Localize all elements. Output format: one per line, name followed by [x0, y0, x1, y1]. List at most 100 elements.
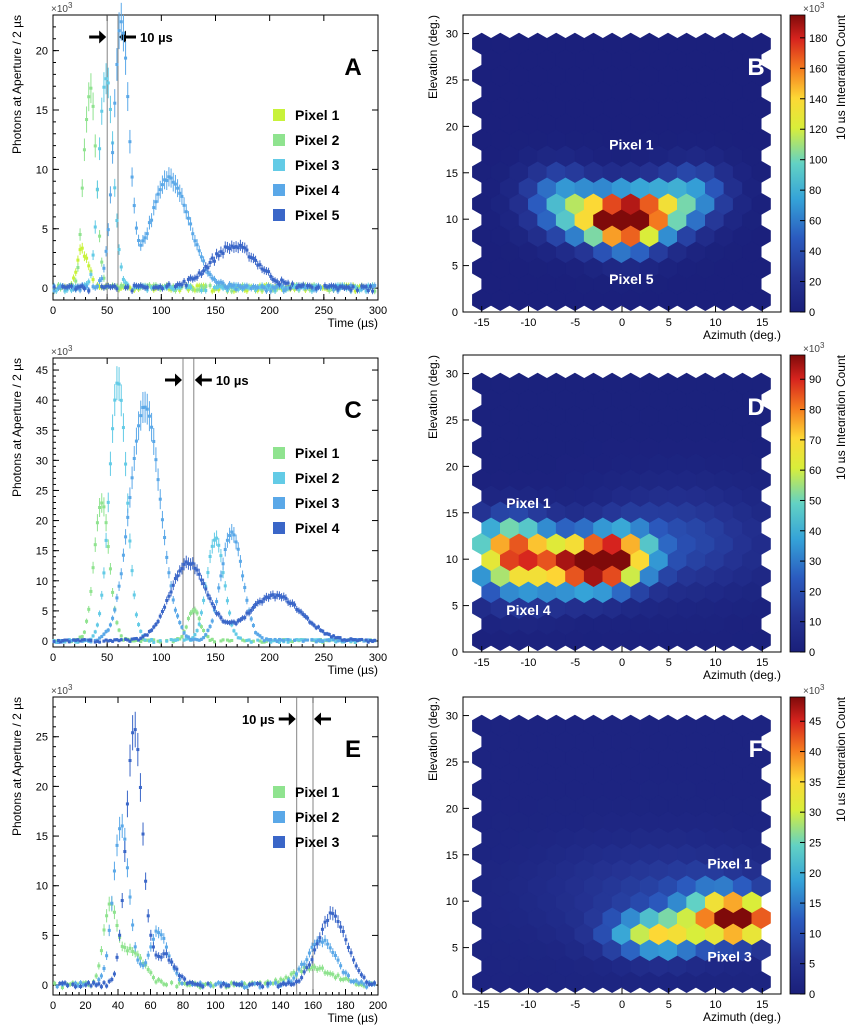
- data-point: [189, 276, 193, 280]
- data-point: [357, 981, 361, 985]
- data-point: [71, 982, 75, 986]
- data-point: [154, 285, 158, 289]
- data-point: [312, 623, 316, 627]
- data-point: [349, 951, 353, 955]
- data-point: [97, 982, 101, 986]
- series-pixel-5: [52, 239, 375, 295]
- data-point: [336, 920, 340, 924]
- data-point: [139, 243, 143, 247]
- data-point: [95, 284, 99, 288]
- data-point: [107, 928, 111, 932]
- data-point: [297, 967, 301, 971]
- data-point: [115, 955, 119, 959]
- y-tick-label: 25: [36, 485, 48, 497]
- data-point: [236, 619, 240, 623]
- data-point: [313, 965, 317, 969]
- data-point: [286, 638, 290, 642]
- data-point: [85, 285, 89, 289]
- data-point: [59, 285, 63, 289]
- data-point: [371, 639, 375, 643]
- data-point: [162, 982, 166, 986]
- data-point: [189, 562, 193, 566]
- data-point: [100, 260, 104, 264]
- data-point: [115, 621, 119, 625]
- y-tick-label: 10: [446, 554, 458, 566]
- data-point: [171, 640, 175, 644]
- x-tick-label: -15: [474, 657, 490, 669]
- data-point: [287, 978, 291, 982]
- data-point: [276, 985, 280, 989]
- legend-swatch: [273, 447, 285, 459]
- data-point: [253, 982, 257, 986]
- data-point: [232, 245, 236, 249]
- data-point: [241, 245, 245, 249]
- data-point: [195, 629, 199, 633]
- data-point: [78, 248, 82, 252]
- data-point: [316, 639, 320, 643]
- data-point: [131, 923, 135, 927]
- data-point: [152, 640, 156, 644]
- data-point: [130, 476, 134, 480]
- data-point: [85, 256, 89, 260]
- data-point: [277, 282, 281, 286]
- data-point: [164, 952, 168, 956]
- data-point: [364, 289, 368, 293]
- colorbar: 0 20 40 60 80 100 120 140 160 180 ×103 10 µs Integr…: [789, 1, 845, 319]
- data-point: [349, 979, 353, 983]
- colorbar-tick-label: 30: [809, 556, 821, 568]
- y-exponent: ×103: [51, 344, 73, 358]
- panel-label: D: [747, 394, 764, 421]
- colorbar: 0 5 10 15 20 25 30 35 40 45 ×103 10 µs Integration …: [789, 683, 845, 1001]
- data-point: [134, 637, 138, 641]
- legend-swatch: [273, 472, 285, 484]
- data-point: [119, 283, 123, 287]
- panel-F: -15 -10 -5 0 5 10 15 0 5 10 15 20 25 30 Azimuth (deg.)…: [426, 683, 845, 1024]
- colorbar-tick-label: 30: [809, 807, 821, 819]
- data-point: [245, 248, 249, 252]
- data-point: [178, 621, 182, 625]
- data-point: [128, 286, 132, 290]
- data-point: [359, 973, 363, 977]
- data-point: [125, 949, 129, 953]
- data-point: [206, 266, 210, 270]
- data-point: [371, 285, 375, 289]
- data-point: [102, 639, 106, 643]
- data-point: [147, 221, 151, 225]
- legend-entry: Pixel 1: [295, 445, 340, 461]
- data-point: [111, 151, 115, 155]
- data-point: [325, 285, 329, 289]
- y-tick-label: 20: [36, 46, 48, 58]
- data-point: [124, 281, 128, 285]
- data-point: [150, 218, 154, 222]
- legend-entry: Pixel 4: [295, 182, 340, 198]
- data-point: [352, 980, 356, 984]
- data-point: [115, 287, 119, 291]
- data-point: [357, 969, 361, 973]
- data-point: [176, 574, 180, 578]
- data-point: [312, 287, 316, 291]
- data-point: [108, 462, 112, 466]
- y-tick-label: 30: [446, 29, 458, 41]
- data-point: [146, 914, 150, 918]
- data-point: [195, 638, 199, 642]
- data-point: [223, 584, 227, 588]
- x-tick-label: 15: [756, 317, 768, 329]
- data-point: [346, 978, 350, 982]
- data-point: [128, 639, 132, 643]
- data-point: [76, 258, 80, 262]
- data-point: [256, 632, 260, 636]
- data-point: [342, 286, 346, 290]
- data-point: [284, 287, 288, 291]
- data-point: [236, 246, 240, 250]
- data-point: [175, 985, 179, 989]
- data-point: [98, 147, 102, 151]
- data-point: [332, 634, 336, 638]
- data-point: [269, 285, 273, 289]
- data-point: [102, 571, 106, 575]
- data-point: [327, 284, 331, 288]
- data-point: [120, 944, 124, 948]
- data-point: [170, 981, 174, 985]
- data-point: [156, 192, 160, 196]
- x-tick-label: 5: [666, 317, 672, 329]
- panel-C: 0 50 100 150 200 250 300 0 5 10 15 20 25 30 35 40 45 Time…: [10, 344, 387, 677]
